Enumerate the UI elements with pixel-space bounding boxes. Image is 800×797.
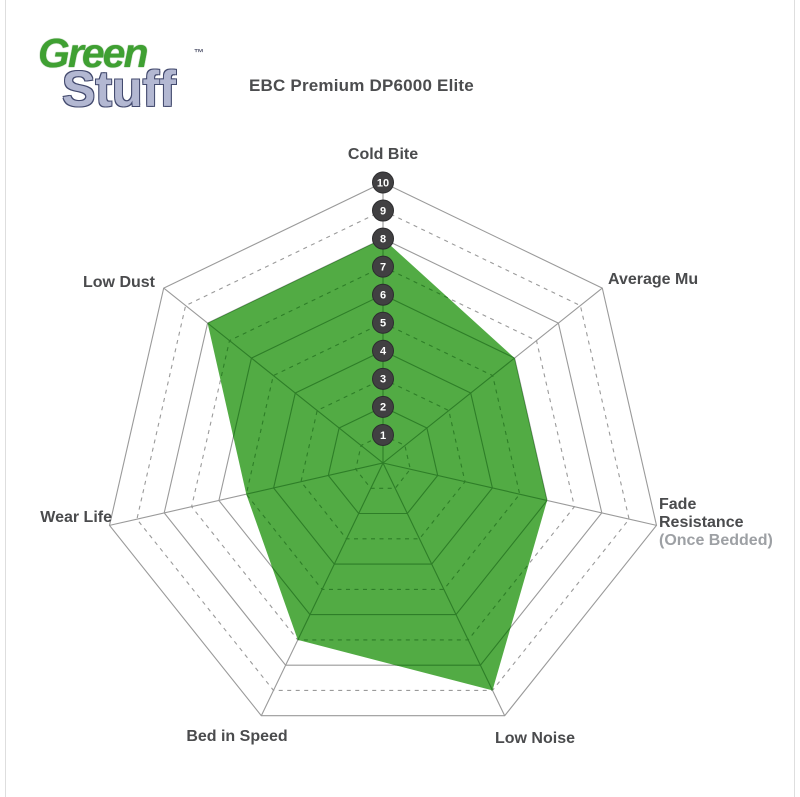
logo-green-text: Green xyxy=(38,30,148,76)
scale-badge-number-4: 4 xyxy=(380,346,387,358)
scale-badge-9 xyxy=(372,199,394,222)
fade-label-line1: Fade xyxy=(659,496,697,513)
page-left-border xyxy=(5,0,6,797)
axis-label-low-dust: Low Dust xyxy=(83,274,155,291)
scale-badge-number-9: 9 xyxy=(380,205,386,217)
grid-ring-3 xyxy=(300,378,466,540)
scale-badge-5 xyxy=(372,311,394,334)
logo-stuff-text: Stuff xyxy=(62,61,176,117)
grid-ring-4 xyxy=(273,350,493,565)
scale-badge-3 xyxy=(372,367,394,390)
scale-badge-4 xyxy=(372,339,394,362)
axis-spoke-6 xyxy=(207,287,384,464)
scale-badge-number-7: 7 xyxy=(380,261,386,273)
grid-ring-9 xyxy=(136,209,630,691)
scale-badge-number-6: 6 xyxy=(380,290,386,302)
greenstuff-logo: Green ™ Stuff xyxy=(36,22,226,140)
scale-badge-2 xyxy=(372,395,394,418)
grid-ring-10 xyxy=(108,181,658,717)
axis-spoke-3 xyxy=(382,462,506,691)
page-title: EBC Premium DP6000 Elite xyxy=(249,76,474,95)
grid-ring-5 xyxy=(245,322,521,590)
scale-badge-number-8: 8 xyxy=(380,233,386,245)
scale-badge-number-10: 10 xyxy=(377,177,389,189)
axis-label-cold-bite: Cold Bite xyxy=(347,146,419,163)
axis-spoke-2 xyxy=(382,462,548,526)
page-right-border xyxy=(794,0,795,797)
scale-badge-1 xyxy=(372,423,394,446)
scale-badge-7 xyxy=(372,255,394,278)
scale-badge-number-3: 3 xyxy=(380,374,386,386)
grid-ring-1 xyxy=(355,434,411,489)
axis-label-low-noise: Low Noise xyxy=(494,730,575,747)
axis-spoke-1 xyxy=(382,287,548,464)
axis-label-average-mu: Average Mu xyxy=(608,271,699,288)
fade-label-line3: (Once Bedded) xyxy=(659,532,773,549)
grid-ring-8 xyxy=(163,237,603,666)
scale-badge-8 xyxy=(372,227,394,250)
scale-badge-6 xyxy=(372,283,394,306)
axis-label-fade-resistance: Fade Resistance (Once Bedded) xyxy=(659,496,773,550)
scale-badge-10 xyxy=(372,171,394,194)
scale-badge-number-5: 5 xyxy=(380,318,386,330)
axis-label-bed-in-speed: Bed in Speed xyxy=(186,728,288,745)
fade-label-line2: Resistance xyxy=(659,514,744,531)
trademark-symbol: ™ xyxy=(194,48,204,59)
axis-label-wear-life: Wear Life xyxy=(40,509,112,526)
grid-ring-2 xyxy=(327,406,439,515)
scale-badge-number-1: 1 xyxy=(380,430,386,442)
scale-badges: 10 9 8 7 6 5 4 3 2 1 xyxy=(372,171,394,446)
scale-badge-number-2: 2 xyxy=(380,402,386,414)
